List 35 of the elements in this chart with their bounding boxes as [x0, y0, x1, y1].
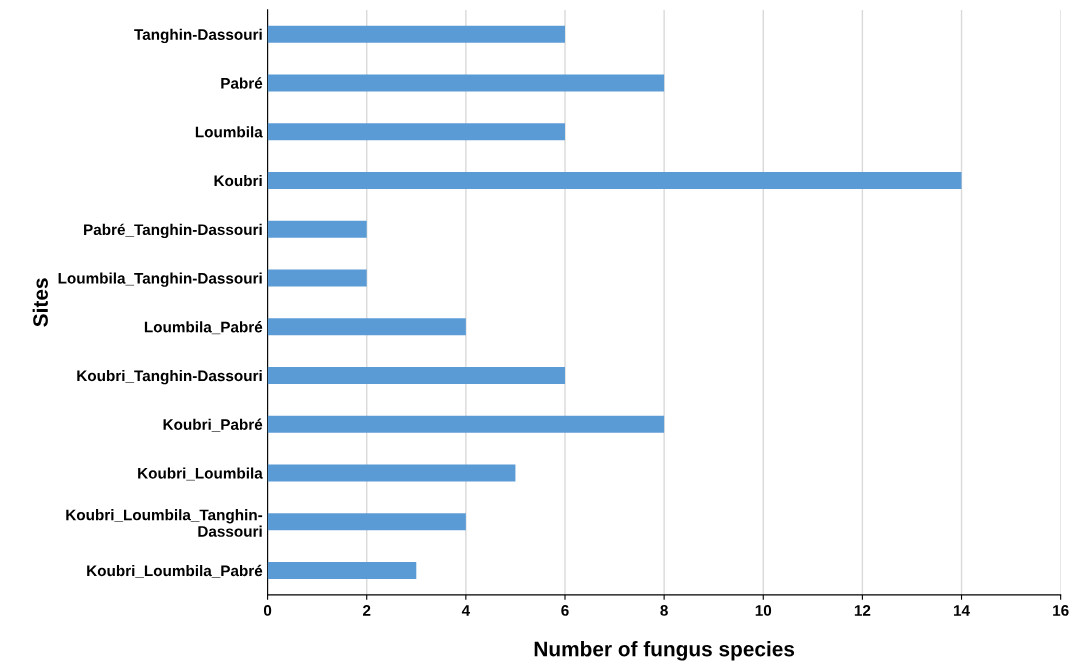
y-tick-label: Koubri_Loumbila_Pabré	[87, 564, 263, 578]
y-tick-label: Tanghin-Dassouri	[134, 28, 262, 44]
bar	[267, 513, 466, 531]
x-tick-label: 0	[263, 605, 272, 616]
bar	[267, 561, 417, 580]
y-tick-label: Koubri_Loumbila_Tanghin-Dassouri	[66, 509, 263, 537]
bar	[267, 464, 516, 482]
y-tick-label: Pabré_Tanghin-Dassouri	[84, 223, 262, 239]
y-tick-label: Koubri_Pabré	[163, 418, 263, 432]
x-tick-label: 4	[461, 605, 471, 616]
x-tick-label: 2	[363, 605, 371, 616]
y-tick-label: Loumbila_Tanghin-Dassouri	[58, 272, 262, 287]
bar	[267, 172, 962, 190]
bar	[267, 123, 565, 141]
y-tick-label: Koubri_Loumbila	[138, 467, 263, 481]
bar	[267, 74, 665, 92]
y-tick-label: Loumbila	[195, 126, 263, 138]
x-tick-label: 14	[953, 605, 970, 616]
x-tick-label: 10	[755, 605, 772, 616]
y-tick-label: Koubri_Tanghin-Dassouri	[77, 369, 262, 385]
y-tick-label: Koubri	[214, 175, 262, 187]
bar	[267, 220, 367, 238]
y-tick-label: Pabré	[221, 77, 263, 89]
y-tick-label: Loumbila_Pabré	[144, 321, 263, 335]
bar	[267, 318, 466, 336]
y-axis-title: Sites	[32, 278, 48, 327]
x-tick-label: 6	[561, 605, 569, 616]
bar	[267, 269, 367, 287]
x-tick-label: 8	[660, 605, 668, 616]
bar	[267, 25, 565, 43]
bar	[267, 415, 665, 433]
bar	[267, 367, 565, 385]
x-axis-title: Number of fungus species	[534, 641, 795, 661]
x-tick-label: 12	[854, 605, 871, 616]
x-tick-label: 16	[1053, 605, 1069, 616]
